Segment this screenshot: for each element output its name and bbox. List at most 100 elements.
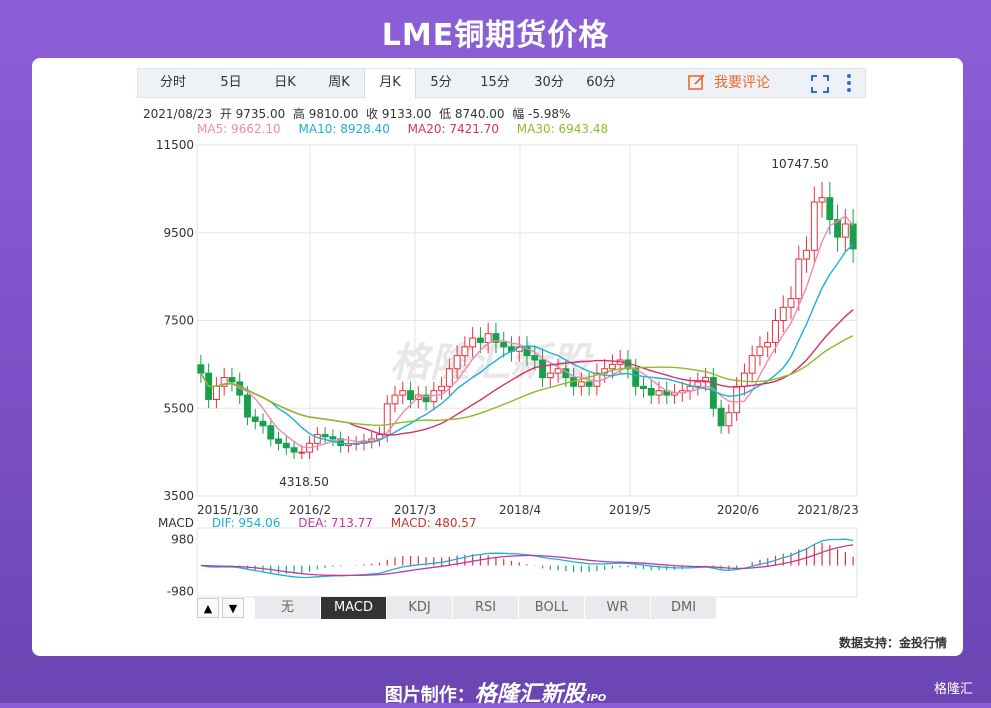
tab-5min[interactable]: 5分 xyxy=(430,75,452,90)
candle-body xyxy=(321,434,329,438)
ma30-label: MA30: 6943.48 xyxy=(516,122,609,136)
candle-body xyxy=(539,359,546,379)
candle-body xyxy=(445,368,453,387)
candle-body xyxy=(577,381,585,387)
x-tick-label: 2015/1/30 xyxy=(197,503,259,517)
tab-fenshi[interactable]: 分时 xyxy=(159,75,186,90)
candle-body xyxy=(725,412,733,427)
tab-monthly-k[interactable]: 月K xyxy=(364,69,416,99)
scroll-up-button[interactable]: ▲ xyxy=(197,598,219,618)
x-tick-label: 2016/2 xyxy=(289,503,331,517)
more-icon[interactable] xyxy=(844,73,854,93)
footer-credit: 图片制作：格隆汇新股 IPO xyxy=(0,676,991,708)
candle-body xyxy=(826,197,834,221)
footer-brand: 格隆汇新股 xyxy=(474,682,585,707)
ma20-label: MA20: 7421.70 xyxy=(407,122,499,136)
x-tick-label: 2017/3 xyxy=(394,503,436,517)
corner-logo: 格隆汇 xyxy=(933,682,973,697)
page-title: LME铜期货价格 xyxy=(381,18,610,53)
ma10-line xyxy=(200,243,854,445)
ma-legend: MA5: 9662.10 MA10: 8928.40 MA20: 7421.70… xyxy=(197,122,622,136)
ma5-line xyxy=(200,215,854,449)
candle-body xyxy=(818,197,826,203)
candle-body xyxy=(282,442,290,449)
candle-body xyxy=(453,355,461,370)
candle-body xyxy=(275,438,282,444)
ma5-label: MA5: 9662.10 xyxy=(197,122,281,136)
indicator-dmi[interactable]: DMI xyxy=(651,597,717,619)
candle-body xyxy=(407,390,414,400)
candle-body xyxy=(733,385,741,414)
candle-body xyxy=(391,394,399,405)
tab-60min[interactable]: 60分 xyxy=(586,75,616,90)
candle-body xyxy=(740,372,748,387)
indicator-boll[interactable]: BOLL xyxy=(519,597,585,619)
info-change: 幅 -5.98% xyxy=(512,107,571,121)
y-tick-label: 5500 xyxy=(163,401,194,415)
x-tick-label: 2018/4 xyxy=(499,503,541,517)
chart-card xyxy=(32,58,963,656)
candle-body xyxy=(748,355,756,374)
y-tick-label: 11500 xyxy=(156,138,194,152)
dea-label: DEA: 713.77 xyxy=(298,516,373,530)
y-tick-label: 3500 xyxy=(163,489,194,503)
macd-value-label: MACD: 480.57 xyxy=(390,516,477,530)
candle-body xyxy=(709,377,717,409)
info-low: 低 8740.00 xyxy=(439,107,505,121)
candle-body xyxy=(492,333,500,343)
info-open: 开 9735.00 xyxy=(219,107,286,121)
candle-body xyxy=(756,346,764,357)
candle-body xyxy=(484,333,492,343)
indicator-none[interactable]: 无 xyxy=(255,597,321,619)
candle-body xyxy=(438,385,446,392)
candle-body xyxy=(647,388,655,396)
info-high: 高 9810.00 xyxy=(292,107,359,121)
candle-body xyxy=(795,258,803,300)
candle-body xyxy=(779,306,787,321)
candle-body xyxy=(461,346,469,357)
tab-weekly-k[interactable]: 周K xyxy=(328,75,350,90)
candle-body xyxy=(244,394,251,418)
candle-body xyxy=(834,219,842,238)
dif-line xyxy=(200,538,854,579)
candle-body xyxy=(546,372,554,379)
watermark: 格隆汇新股 xyxy=(390,340,590,386)
candle-body xyxy=(476,337,484,343)
plot-border xyxy=(196,144,858,497)
tab-30min[interactable]: 30分 xyxy=(534,75,564,90)
x-tick-label: 2021/8/23 xyxy=(797,503,859,517)
comment-button[interactable]: 我要评论 xyxy=(688,69,770,97)
candle-body xyxy=(298,451,306,454)
footer-prefix: 图片制作： xyxy=(384,685,475,706)
high-annotation: 10747.50 xyxy=(771,157,828,171)
scroll-down-button[interactable]: ▼ xyxy=(222,598,244,618)
dif-label: DIF: 954.06 xyxy=(211,516,281,530)
info-date: 2021/08/23 xyxy=(143,107,213,121)
candle-body xyxy=(764,341,772,348)
macd-border xyxy=(196,527,858,598)
candle-body xyxy=(422,394,430,403)
indicator-rsi[interactable]: RSI xyxy=(453,597,519,619)
candle-body xyxy=(632,368,640,387)
candle-body xyxy=(608,363,616,370)
tab-15min[interactable]: 15分 xyxy=(480,75,510,90)
fullscreen-icon[interactable] xyxy=(811,75,829,93)
indicator-kdj[interactable]: KDJ xyxy=(387,597,453,619)
candle-body xyxy=(702,377,710,383)
indicator-wr[interactable]: WR xyxy=(585,597,651,619)
candle-body xyxy=(655,390,663,396)
low-annotation: 4318.50 xyxy=(279,475,329,489)
indicator-macd[interactable]: MACD xyxy=(321,597,387,619)
ohlc-info: 2021/08/23 开 9735.00 高 9810.00 收 9133.00… xyxy=(143,105,570,122)
ma30-line xyxy=(200,335,854,427)
candle-body xyxy=(220,377,228,387)
ma10-label: MA10: 8928.40 xyxy=(298,122,390,136)
candle-body xyxy=(523,346,531,357)
candle-body xyxy=(810,201,818,251)
tab-daily-k[interactable]: 日K xyxy=(274,75,296,90)
candle-body xyxy=(787,298,795,308)
candle-body xyxy=(849,223,857,250)
x-tick-label: 2020/6 xyxy=(717,503,759,517)
tab-5day[interactable]: 5日 xyxy=(220,75,242,90)
